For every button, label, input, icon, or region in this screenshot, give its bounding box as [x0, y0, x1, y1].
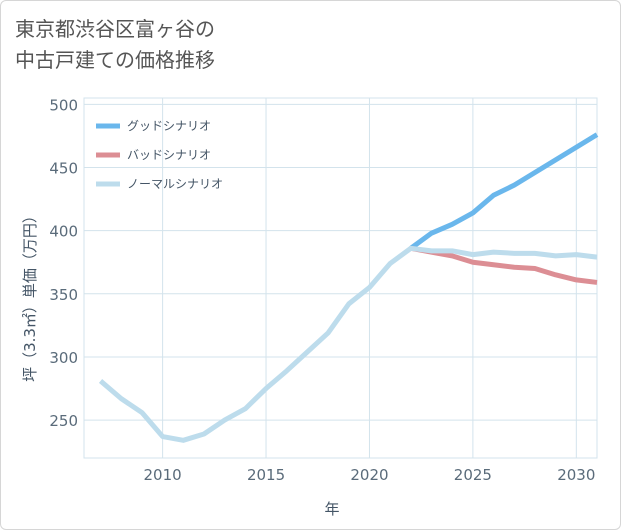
legend-label: グッドシナリオ [127, 119, 211, 133]
grid [83, 97, 598, 459]
series-line-1 [410, 245, 598, 285]
x-tick-label: 2025 [454, 466, 492, 484]
series-line-2 [98, 245, 598, 443]
x-tick-label: 2015 [247, 466, 285, 484]
plot-border [83, 97, 598, 459]
chart-title-line2: 中古戸建ての価格推移 [15, 48, 215, 72]
x-axis-label: 年 [324, 500, 339, 518]
series-lines [98, 132, 599, 443]
x-tick-label: 2030 [557, 466, 595, 484]
y-tick-label: 500 [49, 96, 78, 114]
y-tick-label: 350 [49, 286, 78, 304]
x-axis-ticks: 2010 2015 2020 2025 2030 [144, 466, 596, 484]
y-axis-ticks: 250 300 350 400 450 500 [49, 96, 78, 430]
y-tick-label: 250 [49, 412, 78, 430]
legend-label: バッドシナリオ [127, 148, 211, 162]
chart-title: 東京都渋谷区富ヶ谷の 中古戸建ての価格推移 [15, 14, 415, 76]
x-tick-label: 2020 [350, 466, 388, 484]
chart-title-line1: 東京都渋谷区富ヶ谷の [15, 17, 215, 41]
y-tick-label: 450 [49, 159, 78, 177]
series-line-0 [409, 132, 599, 251]
y-tick-label: 400 [49, 223, 78, 241]
y-axis-label: 坪（3.3㎡）単価（万円） [21, 208, 39, 382]
x-tick-label: 2010 [144, 466, 182, 484]
legend-label: ノーマルシナリオ [127, 177, 223, 191]
y-tick-label: 300 [49, 349, 78, 367]
